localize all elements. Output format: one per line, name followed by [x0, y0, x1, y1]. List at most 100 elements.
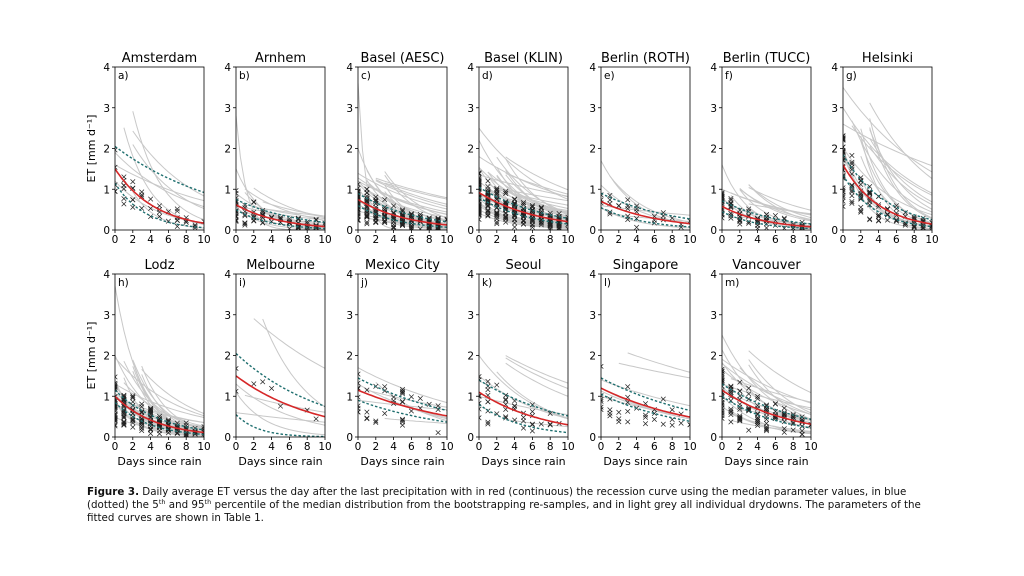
caption-sup-1: th: [158, 498, 166, 506]
et-observation-marker: [174, 206, 180, 212]
et-observation-marker: [435, 226, 441, 230]
et-observation-marker: [358, 213, 361, 219]
et-observation-marker: [130, 197, 136, 203]
et-observation-marker: [520, 414, 527, 420]
individual-drydown: [601, 379, 690, 407]
y-tick-label: 0: [346, 225, 353, 237]
et-observation-marker: [115, 408, 118, 414]
et-observation-marker: [139, 404, 145, 410]
x-tick-label: 4: [390, 234, 397, 246]
y-tick-label: 0: [467, 225, 474, 237]
x-tick-label: 6: [529, 234, 536, 246]
et-observation-marker: [148, 205, 154, 212]
median-recession-curve: [115, 395, 204, 434]
et-observation-marker: [790, 427, 796, 433]
et-observation-marker: [139, 194, 145, 200]
median-recession-curve: [236, 204, 325, 228]
x-tick-label: 6: [165, 234, 172, 246]
x-tick-label: 10: [683, 234, 696, 246]
et-observation-marker: [364, 186, 370, 192]
et-observation-marker: [358, 385, 361, 391]
et-observation-marker: [494, 211, 500, 217]
individual-drydown: [505, 357, 568, 389]
et-observation-marker: [494, 209, 500, 215]
x-tick-label: 4: [147, 234, 154, 246]
y-tick-label: 3: [467, 310, 474, 322]
individual-drydown: [730, 192, 811, 215]
et-observation-marker: [503, 188, 509, 195]
x-tick-label: 10: [197, 234, 210, 246]
individual-drydown: [496, 156, 568, 214]
individual-drydown: [236, 192, 325, 226]
individual-drydown: [244, 188, 325, 221]
percentile-5-curve: [722, 211, 811, 230]
individual-drydown: [358, 367, 447, 404]
y-tick-label: 0: [589, 225, 596, 237]
et-observation-marker: [503, 397, 509, 403]
individual-drydown: [843, 87, 932, 173]
et-observation-marker: [236, 198, 239, 204]
x-tick-label: 4: [511, 234, 518, 246]
panel-label: d): [482, 70, 493, 82]
et-observation-marker: [485, 387, 491, 393]
et-observation-marker: [382, 218, 388, 224]
et-observation-marker: [858, 209, 864, 215]
y-axis-label: ET [mm d⁻¹]: [85, 115, 98, 183]
y-tick-label: 2: [103, 144, 110, 156]
x-tick-label: 4: [754, 441, 761, 453]
et-observation-marker: [538, 217, 544, 223]
individual-drydown: [384, 171, 447, 219]
et-observation-marker: [373, 210, 379, 216]
median-recession-curve: [722, 389, 811, 425]
et-observation-marker: [479, 178, 482, 184]
et-observation-marker: [494, 411, 500, 417]
et-observation-marker: [799, 219, 805, 225]
et-observation-marker: [391, 224, 397, 230]
et-observation-marker: [843, 150, 846, 156]
et-observation-marker: [728, 384, 734, 390]
et-observation-marker: [503, 216, 509, 222]
x-tick-label: 2: [493, 234, 500, 246]
et-observation-marker: [843, 203, 846, 210]
et-observation-marker: [808, 421, 811, 428]
et-observation-marker: [242, 220, 248, 226]
et-observation-marker: [139, 428, 145, 434]
et-observation-marker: [911, 225, 917, 230]
et-observation-marker: [130, 399, 136, 405]
et-observation-marker: [858, 191, 864, 198]
individual-drydown: [384, 182, 447, 200]
y-tick-label: 4: [467, 269, 474, 281]
individual-drydown: [479, 355, 568, 420]
et-observation-marker: [737, 221, 743, 227]
x-tick-label: 0: [233, 441, 240, 453]
et-observation-marker: [364, 416, 370, 422]
et-observation-marker: [382, 219, 388, 225]
et-observation-marker: [722, 408, 725, 414]
x-tick-label: 2: [129, 234, 136, 246]
et-observation-marker: [115, 423, 118, 429]
et-observation-marker: [236, 213, 239, 219]
percentile-95-curve: [115, 389, 204, 431]
individual-drydown: [601, 207, 690, 229]
individual-drydown: [384, 418, 447, 424]
et-observation-marker: [556, 226, 562, 230]
y-tick-label: 2: [346, 144, 353, 156]
et-observation-marker: [165, 426, 171, 432]
et-observation-marker: [799, 431, 805, 437]
et-observation-marker: [781, 411, 787, 417]
x-tick-label: 2: [736, 441, 743, 453]
x-tick-label: 4: [511, 441, 518, 453]
et-observation-marker: [503, 215, 509, 221]
et-observation-marker: [867, 217, 873, 223]
individual-drydown: [601, 390, 690, 420]
et-observation-marker: [746, 206, 752, 212]
et-observation-marker: [722, 371, 725, 377]
y-tick-label: 1: [710, 391, 717, 403]
x-tick-label: 0: [476, 234, 483, 246]
y-tick-label: 1: [589, 184, 596, 196]
percentile-95-curve: [722, 200, 811, 225]
